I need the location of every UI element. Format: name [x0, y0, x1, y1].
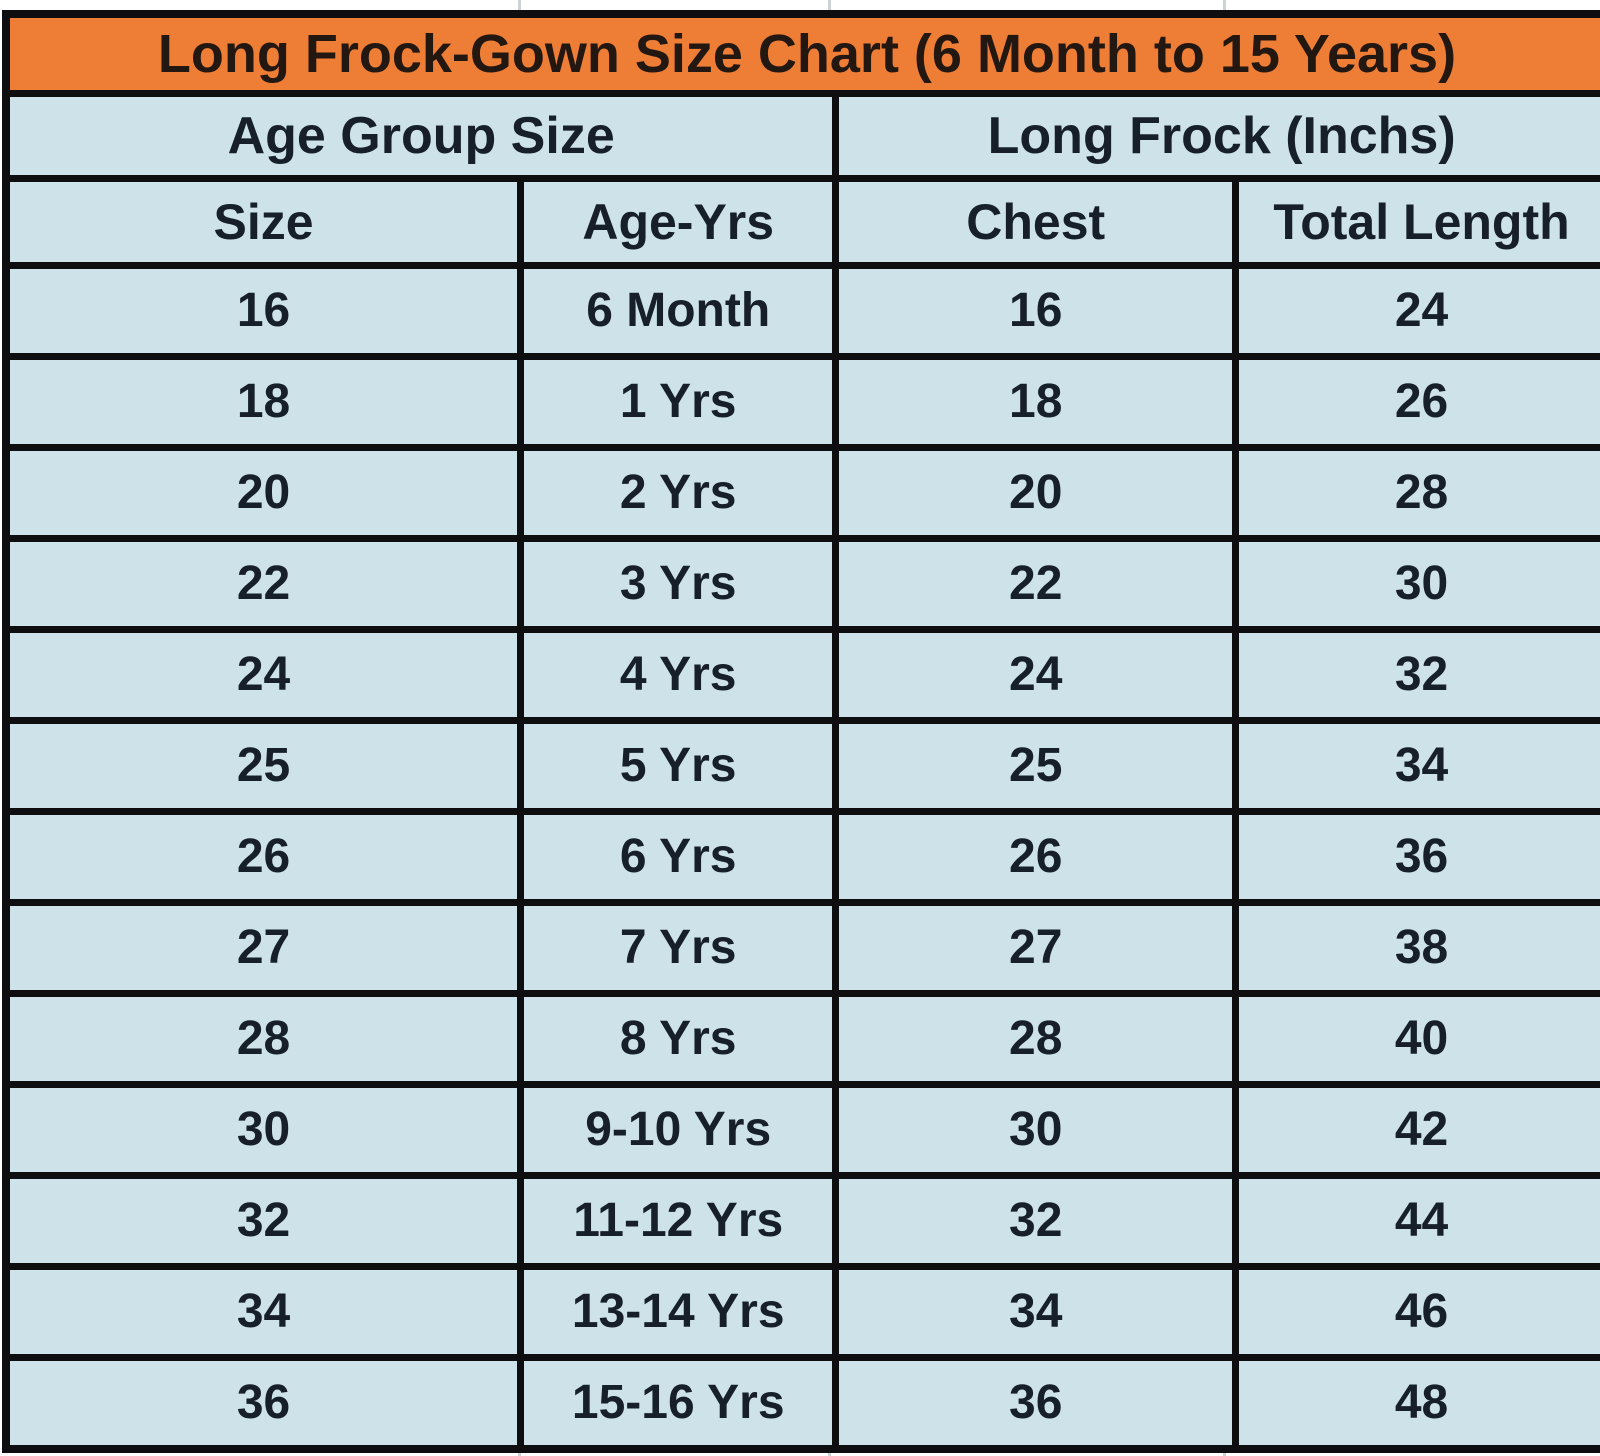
chest-cell: 36 [839, 1361, 1233, 1445]
gridline-tick [518, 0, 521, 10]
size-cell: 34 [10, 1270, 518, 1354]
size-cell: 22 [10, 542, 518, 626]
group-header-long-frock-inchs: Long Frock (Inchs) [839, 97, 1600, 175]
chest-cell: 25 [839, 724, 1233, 808]
total-length-cell: 46 [1239, 1270, 1600, 1354]
age-cell: 5 Yrs [524, 724, 833, 808]
age-cell: 15-16 Yrs [524, 1361, 833, 1445]
total-length-cell: 32 [1239, 633, 1600, 717]
age-cell: 8 Yrs [524, 997, 833, 1081]
chest-cell: 32 [839, 1179, 1233, 1263]
total-length-cell: 44 [1239, 1179, 1600, 1263]
total-length-cell: 40 [1239, 997, 1600, 1081]
size-cell: 32 [10, 1179, 518, 1263]
size-cell: 30 [10, 1088, 518, 1172]
age-cell: 1 Yrs [524, 360, 833, 444]
size-cell: 28 [10, 997, 518, 1081]
chart-title: Long Frock-Gown Size Chart (6 Month to 1… [10, 18, 1600, 90]
size-cell: 16 [10, 269, 518, 353]
group-header-age-group-size: Age Group Size [10, 97, 833, 175]
total-length-cell: 36 [1239, 815, 1600, 899]
chest-cell: 30 [839, 1088, 1233, 1172]
gridline-tick [1223, 0, 1226, 10]
chest-cell: 27 [839, 906, 1233, 990]
column-header-size: Size [10, 182, 518, 262]
total-length-cell: 38 [1239, 906, 1600, 990]
chest-cell: 18 [839, 360, 1233, 444]
size-cell: 18 [10, 360, 518, 444]
size-cell: 26 [10, 815, 518, 899]
total-length-cell: 24 [1239, 269, 1600, 353]
age-cell: 6 Month [524, 269, 833, 353]
age-cell: 7 Yrs [524, 906, 833, 990]
size-cell: 36 [10, 1361, 518, 1445]
size-cell: 20 [10, 451, 518, 535]
chest-cell: 28 [839, 997, 1233, 1081]
chest-cell: 20 [839, 451, 1233, 535]
total-length-cell: 42 [1239, 1088, 1600, 1172]
chest-cell: 34 [839, 1270, 1233, 1354]
size-cell: 27 [10, 906, 518, 990]
size-cell: 24 [10, 633, 518, 717]
total-length-cell: 26 [1239, 360, 1600, 444]
total-length-cell: 28 [1239, 451, 1600, 535]
age-cell: 6 Yrs [524, 815, 833, 899]
chest-cell: 24 [839, 633, 1233, 717]
chest-cell: 22 [839, 542, 1233, 626]
size-cell: 25 [10, 724, 518, 808]
chest-cell: 26 [839, 815, 1233, 899]
total-length-cell: 30 [1239, 542, 1600, 626]
age-cell: 13-14 Yrs [524, 1270, 833, 1354]
column-header-chest: Chest [839, 182, 1233, 262]
age-cell: 3 Yrs [524, 542, 833, 626]
age-cell: 9-10 Yrs [524, 1088, 833, 1172]
chest-cell: 16 [839, 269, 1233, 353]
total-length-cell: 34 [1239, 724, 1600, 808]
size-chart-table: Long Frock-Gown Size Chart (6 Month to 1… [2, 10, 1600, 1453]
column-header-total-length: Total Length [1239, 182, 1600, 262]
column-header-age-yrs: Age-Yrs [524, 182, 833, 262]
total-length-cell: 48 [1239, 1361, 1600, 1445]
age-cell: 11-12 Yrs [524, 1179, 833, 1263]
age-cell: 2 Yrs [524, 451, 833, 535]
age-cell: 4 Yrs [524, 633, 833, 717]
gridline-tick [828, 0, 831, 10]
